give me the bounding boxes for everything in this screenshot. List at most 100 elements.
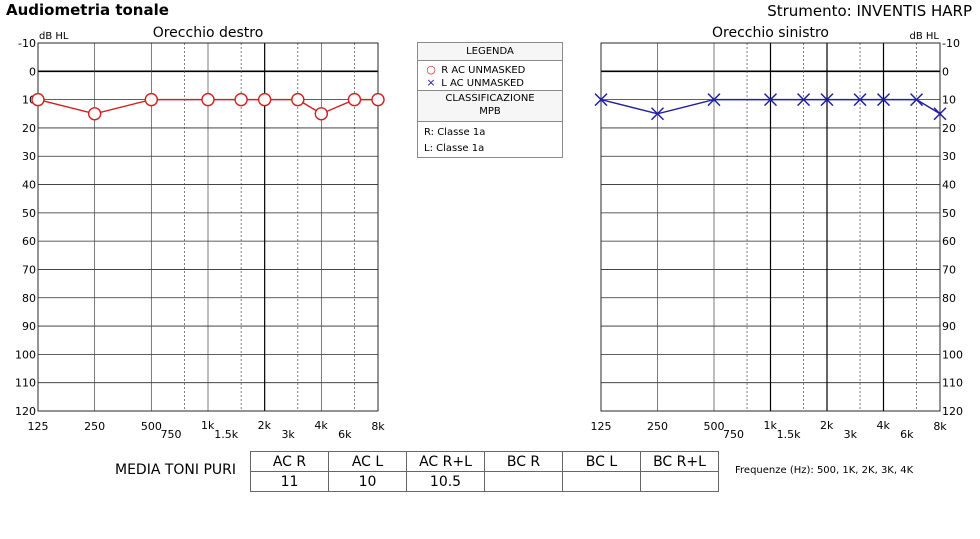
x-tick-label: 750 — [723, 428, 744, 441]
x-tick-label: 8k — [933, 420, 947, 433]
data-point-circle — [144, 92, 159, 107]
value-cell — [640, 471, 719, 492]
x-tick-label: 500 — [141, 420, 162, 433]
data-point-cross — [910, 93, 924, 107]
header-cell: AC L — [328, 451, 407, 472]
instrument-label: Strumento: INVENTIS HARP — [767, 2, 972, 20]
header-cell: AC R — [250, 451, 329, 472]
x-tick-label: 4k — [314, 419, 328, 432]
x-tick-label: 500 — [704, 420, 725, 433]
y-tick-label: 40 — [942, 179, 956, 192]
x-tick-label: 8k — [371, 420, 385, 433]
x-tick-label: 1.5k — [777, 428, 801, 441]
x-tick-label: 6k — [900, 428, 914, 441]
cross-marker-icon: × — [426, 76, 436, 89]
header-cell: AC R+L — [406, 451, 485, 472]
data-point-cross — [650, 107, 665, 121]
data-point-cross — [707, 93, 721, 107]
chart-title: Orecchio destro — [153, 25, 264, 41]
classification-title-line: CLASSIFICAZIONE — [445, 93, 535, 104]
y-tick-label: 70 — [22, 263, 36, 276]
data-point-cross — [763, 93, 778, 107]
data-point-circle — [234, 92, 248, 107]
x-tick-label: 3k — [281, 428, 295, 441]
value-cell: 10.5 — [406, 471, 485, 492]
classification-values: R: Classe 1a L: Classe 1a — [418, 122, 562, 157]
header-cell: BC R — [484, 451, 563, 472]
media-toni-puri-table: AC R AC L AC R+L BC R BC L BC R+L 11 10 … — [250, 451, 719, 492]
y-tick-label: 80 — [22, 292, 36, 305]
series-line — [600, 98, 941, 115]
plot-frame — [600, 42, 941, 412]
media-toni-puri-label: MEDIA TONI PURI — [115, 462, 237, 478]
y-tick-label: 50 — [942, 207, 956, 220]
chart-title: Orecchio sinistro — [712, 25, 829, 41]
y-tick-label: 30 — [22, 150, 36, 163]
y-tick-label: 120 — [15, 405, 36, 418]
x-tick-label: 1k — [764, 419, 778, 432]
y-tick-label: -10 — [942, 37, 960, 50]
classification-title: CLASSIFICAZIONE MPB — [418, 91, 562, 122]
y-tick-label: 80 — [942, 292, 956, 305]
header-cell: BC L — [562, 451, 641, 472]
circle-marker-icon: ○ — [426, 63, 436, 76]
audiogram-charts: -10 0 10 20 30 40 50 60 70 80 90 100 110 120 dB HL Orec… — [15, 25, 964, 441]
value-cell — [484, 471, 563, 492]
value-cell: 11 — [250, 471, 329, 492]
legend-title: LEGENDA — [418, 43, 562, 61]
x-tick-label: 1.5k — [214, 428, 238, 441]
y-tick-label: 110 — [942, 377, 963, 390]
legend-box: LEGENDA ○ R AC UNMASKED × L AC UNMASKED … — [417, 42, 563, 158]
legend-entry-right: ○ R AC UNMASKED — [424, 63, 562, 76]
data-point-cross — [933, 107, 947, 121]
data-point-cross — [853, 93, 867, 107]
frequencies-note: Frequenze (Hz): 500, 1K, 2K, 3K, 4K — [735, 465, 914, 476]
y-tick-label: -10 — [18, 37, 36, 50]
table-row: 11 10 10.5 — [250, 471, 719, 492]
value-cell — [562, 471, 641, 492]
value-cell: 10 — [328, 471, 407, 492]
x-tick-label: 125 — [591, 420, 612, 433]
y-tick-label: 20 — [942, 122, 956, 135]
data-point-circle — [31, 92, 45, 107]
classification-left: L: Classe 1a — [424, 143, 485, 154]
y-axis-label: dB HL — [39, 31, 69, 42]
x-tick-label: 750 — [160, 428, 181, 441]
y-tick-label: 100 — [15, 348, 36, 361]
y-tick-label: 120 — [942, 405, 963, 418]
x-tick-label: 4k — [877, 419, 891, 432]
y-tick-label: 0 — [942, 65, 949, 78]
legend-entry-label: R AC UNMASKED — [441, 65, 526, 76]
y-tick-label: 90 — [942, 320, 956, 333]
y-tick-label: 100 — [942, 348, 963, 361]
x-tick-label: 250 — [84, 420, 105, 433]
x-tick-label: 6k — [338, 428, 352, 441]
y-axis-label: dB HL — [910, 31, 940, 42]
data-point-circle — [201, 92, 215, 107]
y-tick-label: 10 — [942, 94, 956, 107]
data-point-circle — [314, 107, 329, 121]
y-tick-label: 30 — [942, 150, 956, 163]
data-point-cross — [876, 93, 891, 107]
x-tick-label: 125 — [28, 420, 49, 433]
data-point-circle — [257, 92, 272, 107]
y-tick-label: 60 — [942, 235, 956, 248]
plot-frame — [37, 42, 379, 412]
data-point-cross — [797, 93, 811, 107]
header-cell: BC R+L — [640, 451, 719, 472]
y-tick-label: 0 — [29, 65, 36, 78]
x-tick-label: 1k — [201, 419, 215, 432]
page-title: Audiometria tonale — [6, 1, 169, 19]
y-tick-label: 70 — [942, 263, 956, 276]
data-point-circle — [347, 92, 362, 107]
data-point-circle — [291, 92, 305, 107]
legend-entry-label: L AC UNMASKED — [441, 78, 524, 89]
classification-right: R: Classe 1a — [424, 127, 486, 138]
y-tick-label: 60 — [22, 235, 36, 248]
x-tick-label: 3k — [844, 428, 858, 441]
y-tick-label: 20 — [22, 122, 36, 135]
data-point-circle — [87, 107, 102, 121]
legend-entry-left: × L AC UNMASKED — [424, 76, 562, 89]
audiogram-left-ear: -10 0 10 20 30 40 50 60 70 80 90 100 110 120 dB HL Orec… — [591, 25, 964, 441]
y-tick-label: 50 — [22, 207, 36, 220]
